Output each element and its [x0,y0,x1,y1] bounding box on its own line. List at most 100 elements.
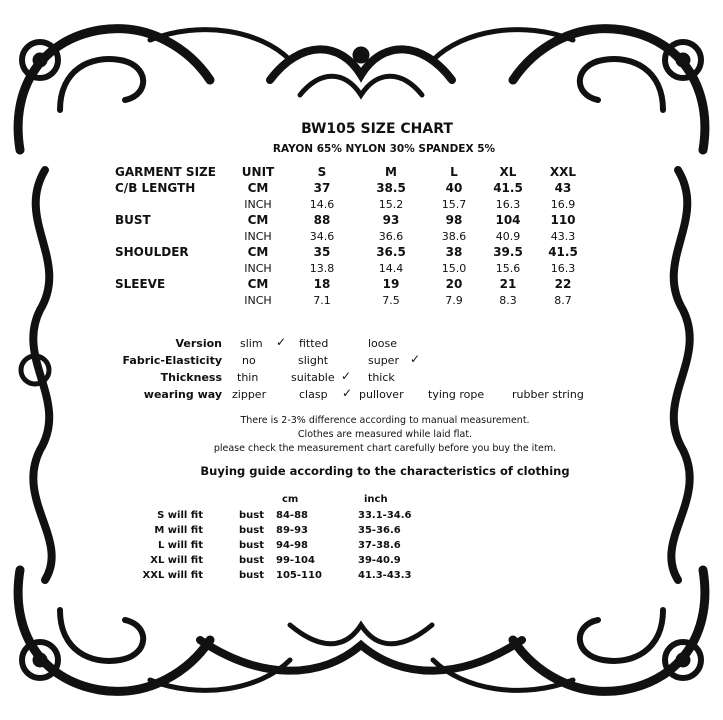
guide-cm-range: 94-98 [276,540,308,551]
cm-value: 18 [313,277,331,291]
attribute-option: thick [368,371,395,384]
top-center-ornament [266,45,456,100]
attribute-option: pullover [359,388,404,401]
corner-ornament-bl [13,565,293,696]
cm-value: 110 [550,213,576,227]
cm-value: 36.5 [376,245,406,259]
header-size: S [317,165,327,179]
inch-value: 38.6 [441,230,467,243]
cm-value: 93 [382,213,400,227]
inch-value: 14.6 [309,198,335,211]
attribute-option: super [368,354,399,367]
corner-ornament-tl [13,24,293,155]
inch-value: 43.3 [550,230,576,243]
unit-cm: CM [247,245,269,259]
attribute-option: suitable [291,371,335,384]
cm-value: 38 [445,245,463,259]
guide-size-label: M will fit [154,525,203,536]
attribute-label: Thickness [160,371,222,384]
guide-size-label: XL will fit [150,555,203,566]
right-side-vine [667,166,694,584]
inch-value: 14.4 [378,262,404,275]
inch-value: 15.7 [441,198,467,211]
note-2: Clothes are measured while laid flat. [297,429,473,440]
cm-value: 43 [554,181,572,195]
inch-value: 7.5 [382,294,400,307]
cm-value: 88 [313,213,331,227]
header-size: XL [499,165,517,179]
inch-value: 40.9 [495,230,521,243]
inch-value: 15.6 [495,262,521,275]
attribute-option: rubber string [512,388,584,401]
bottom-center-ornament [196,620,526,675]
attribute-label: Fabric-Elasticity [122,354,222,367]
unit-inch: INCH [244,230,272,243]
corner-ornament-tr [430,24,710,155]
guide-size-label: S will fit [157,510,203,521]
cm-value: 38.5 [376,181,406,195]
attribute-option: zipper [232,388,267,401]
cm-value: 41.5 [548,245,578,259]
guide-inch-range: 41.3-43.3 [358,570,412,581]
corner-ornament-br [430,565,710,696]
guide-part: bust [239,510,265,521]
unit-inch: INCH [244,198,272,211]
inch-value: 36.6 [378,230,404,243]
guide-size-label: XXL will fit [142,570,203,581]
guide-inch-range: 37-38.6 [358,540,401,551]
attribute-label: Version [175,337,222,350]
inch-value: 15.0 [441,262,467,275]
row-label: C/B LENGTH [115,181,196,195]
row-label: BUST [115,213,151,227]
row-label: SHOULDER [115,245,189,259]
header-garment-size: GARMENT SIZE [115,165,216,179]
header-size: L [450,165,458,179]
guide-part: bust [239,570,265,581]
header-unit: UNIT [241,165,275,179]
check-mark-icon: ✓ [341,369,352,383]
guide-cm-range: 84-88 [276,510,308,521]
attribute-option: slim [240,337,263,350]
header-size: XXL [549,165,577,179]
header-size: M [385,165,397,179]
cm-value: 40 [445,181,463,195]
guide-part: bust [239,540,265,551]
inch-value: 34.6 [309,230,335,243]
inch-value: 16.9 [550,198,576,211]
cm-value: 41.5 [493,181,523,195]
attribute-option: thin [237,371,259,384]
attribute-option: tying rope [428,388,485,401]
unit-cm: CM [247,277,269,291]
cm-value: 19 [382,277,400,291]
cm-value: 39.5 [493,245,523,259]
attribute-option: slight [298,354,329,367]
attribute-option: no [242,354,256,367]
unit-cm: CM [247,213,269,227]
guide-inch-range: 39-40.9 [358,555,401,566]
cm-value: 22 [554,277,572,291]
cm-value: 21 [499,277,517,291]
attribute-label: wearing way [143,388,222,401]
cm-value: 98 [445,213,463,227]
inch-value: 16.3 [550,262,576,275]
note-3: please check the measurement chart caref… [213,443,557,454]
attribute-option: clasp [299,388,328,401]
guide-part: bust [239,555,265,566]
material-composition: RAYON 65% NYLON 30% SPANDEX 5% [272,143,496,155]
guide-inch-range: 35-36.6 [358,525,401,536]
check-mark-icon: ✓ [276,335,287,349]
row-label: SLEEVE [115,277,166,291]
guide-col-cm: cm [282,494,299,505]
inch-value: 13.8 [309,262,335,275]
inch-value: 16.3 [495,198,521,211]
inch-value: 8.3 [499,294,517,307]
cm-value: 104 [495,213,521,227]
inch-value: 7.9 [445,294,463,307]
inch-value: 8.7 [554,294,572,307]
guide-col-inch: inch [364,494,388,505]
cm-value: 35 [313,245,331,259]
guide-part: bust [239,525,265,536]
inch-value: 15.2 [378,198,404,211]
